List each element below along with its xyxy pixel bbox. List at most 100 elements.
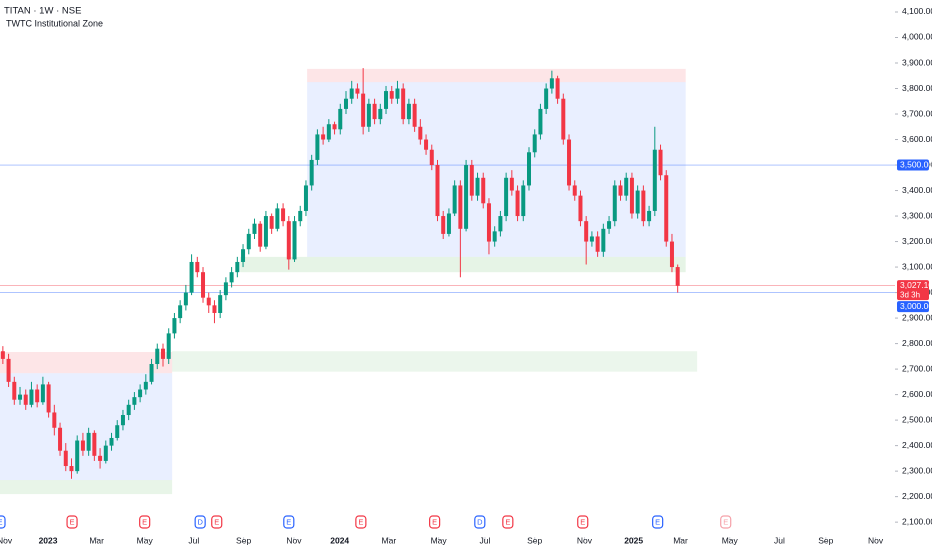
zone: [240, 256, 686, 273]
candle-body: [75, 440, 80, 472]
event-label: D: [197, 517, 203, 526]
candle-body: [515, 190, 520, 217]
x-tick-label: Nov: [577, 535, 593, 545]
y-tick-label: 2,900.00: [902, 312, 932, 322]
candle-body: [126, 404, 131, 416]
candle-body: [241, 249, 246, 262]
candle-body: [401, 88, 406, 120]
candle-body: [418, 126, 423, 140]
candle-body: [178, 305, 183, 319]
price-label-box: [897, 301, 929, 313]
x-tick-label: Nov: [0, 535, 13, 545]
event-icon: [194, 515, 206, 529]
x-tick-label: 2025: [624, 535, 643, 545]
candle-body: [538, 108, 543, 135]
event-icon: [652, 515, 664, 529]
chart-subtitle: TWTC Institutional Zone: [6, 18, 103, 28]
candles: [0, 68, 680, 479]
event-label: E: [214, 517, 219, 526]
candle-body: [406, 103, 411, 120]
y-tick-label: 3,800.00: [902, 83, 932, 93]
candle-body: [509, 177, 514, 191]
x-tick-label: Jul: [188, 535, 199, 545]
x-tick-label: Mar: [382, 535, 397, 545]
candle-body: [109, 437, 114, 446]
zone: [0, 352, 173, 374]
candle-body: [263, 216, 268, 247]
candle-body: [618, 185, 623, 196]
x-tick-label: Sep: [236, 535, 251, 545]
candle-body: [446, 213, 451, 234]
y-tick-label: 2,100.00: [902, 516, 932, 526]
y-tick-label: 2,300.00: [902, 465, 932, 475]
candle-body: [435, 165, 440, 217]
candle-body: [567, 139, 572, 186]
x-tick-label: Jul: [774, 535, 785, 545]
candle-body: [395, 88, 400, 99]
event-label: E: [286, 517, 291, 526]
candle-body: [138, 389, 143, 398]
x-tick-label: 2024: [330, 535, 349, 545]
candle-body: [481, 177, 486, 204]
candle-body: [132, 397, 137, 405]
candle-body: [246, 233, 251, 250]
x-tick-label: Mar: [673, 535, 688, 545]
x-tick-label: May: [722, 535, 739, 545]
candle-body: [160, 348, 165, 359]
event-icon: [502, 515, 514, 529]
candle-body: [664, 175, 669, 242]
event-icon: [139, 515, 151, 529]
zone: [0, 373, 173, 481]
x-tick-label: Mar: [89, 535, 104, 545]
candle-body: [361, 93, 366, 127]
candle-body: [18, 394, 23, 400]
event-icon: [577, 515, 589, 529]
candle-body: [389, 91, 394, 99]
event-label: E: [142, 517, 147, 526]
price-lines: [0, 164, 895, 293]
x-tick-label: Sep: [527, 535, 542, 545]
y-tick-label: 2,800.00: [902, 338, 932, 348]
y-tick-label: 3,200.00: [902, 236, 932, 246]
candle-body: [378, 108, 383, 120]
candle-body: [298, 210, 303, 222]
candle-body: [120, 415, 125, 426]
candle-body: [269, 216, 274, 229]
candle-body: [595, 236, 600, 252]
zone: [307, 68, 686, 83]
event-icon: [211, 515, 223, 529]
candle-body: [326, 124, 331, 140]
candle-body: [429, 149, 434, 166]
candle-body: [12, 381, 17, 400]
candle-body: [206, 297, 211, 306]
candle-body: [80, 440, 85, 451]
candle-body: [561, 98, 566, 140]
candle-body: [229, 272, 234, 283]
candle-body: [486, 203, 491, 242]
x-tick-label: Nov: [286, 535, 302, 545]
event-label: D: [477, 517, 483, 526]
candle-body: [201, 272, 206, 298]
candle-body: [612, 185, 617, 222]
candle-body: [607, 221, 612, 229]
event-icon: [355, 515, 367, 529]
candle-body: [292, 221, 297, 260]
price-countdown: 3d 3h: [900, 290, 920, 299]
candle-body: [63, 450, 68, 467]
candle-body: [366, 103, 371, 127]
candle-body: [58, 427, 63, 451]
event-label: E: [505, 517, 510, 526]
candle-body: [321, 134, 326, 140]
candle-body: [115, 425, 120, 438]
candle-body: [0, 351, 5, 359]
axes: 2,100.00 2,200.00 2,300.00 2,400.00 2,500.00…: [0, 6, 932, 545]
price-label: 3,500.00: [900, 159, 932, 169]
candle-body: [315, 134, 320, 160]
event-icon: [720, 515, 732, 529]
x-tick-label: May: [431, 535, 448, 545]
candle-body: [183, 292, 188, 306]
event-label: E: [723, 517, 728, 526]
candle-body: [286, 221, 291, 260]
y-tick-label: 2,200.00: [902, 491, 932, 501]
